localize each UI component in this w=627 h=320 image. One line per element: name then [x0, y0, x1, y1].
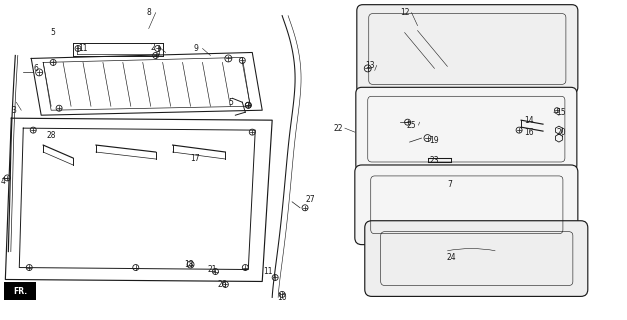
Text: 24: 24 — [446, 253, 456, 262]
Text: 19: 19 — [429, 136, 440, 145]
Text: 22: 22 — [333, 124, 342, 132]
Text: 5: 5 — [51, 28, 56, 37]
FancyBboxPatch shape — [365, 221, 587, 296]
Text: 18: 18 — [184, 260, 193, 269]
Text: 2: 2 — [150, 43, 155, 52]
Text: 11: 11 — [263, 267, 273, 276]
Text: 25: 25 — [407, 121, 416, 130]
Text: 11: 11 — [78, 44, 88, 53]
FancyBboxPatch shape — [356, 87, 577, 171]
Polygon shape — [29, 286, 35, 296]
Text: 16: 16 — [524, 128, 534, 137]
Text: 28: 28 — [46, 131, 56, 140]
Text: 21: 21 — [208, 265, 217, 274]
FancyBboxPatch shape — [357, 5, 578, 93]
FancyBboxPatch shape — [4, 283, 36, 300]
Text: 26: 26 — [218, 280, 227, 289]
Text: 8: 8 — [146, 8, 151, 17]
Text: 9: 9 — [193, 44, 198, 53]
Text: 14: 14 — [524, 116, 534, 125]
Text: 5: 5 — [228, 98, 233, 107]
Text: 7: 7 — [447, 180, 452, 189]
Text: FR.: FR. — [13, 287, 28, 296]
Text: 4: 4 — [1, 177, 6, 187]
Text: 20: 20 — [556, 128, 566, 137]
Text: 27: 27 — [305, 195, 315, 204]
Text: 23: 23 — [429, 156, 440, 164]
Text: 17: 17 — [191, 154, 201, 163]
Text: 6: 6 — [34, 64, 39, 73]
FancyBboxPatch shape — [355, 165, 578, 244]
Text: 15: 15 — [556, 108, 566, 117]
Text: 13: 13 — [365, 61, 374, 70]
Text: 3: 3 — [12, 106, 17, 115]
Text: 10: 10 — [277, 293, 287, 302]
Text: 12: 12 — [400, 8, 409, 17]
